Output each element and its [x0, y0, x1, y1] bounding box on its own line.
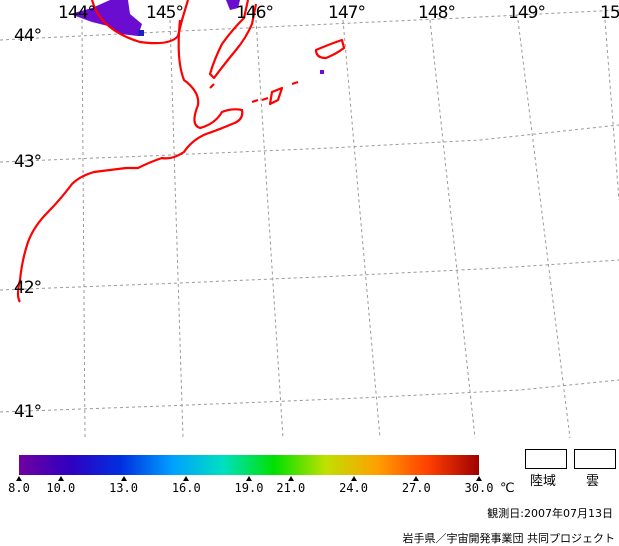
colorbar-tick-mark	[476, 476, 482, 481]
sea-surface-temperature-map	[0, 0, 619, 438]
credit-text: 岩手県／宇宙開発事業団 共同プロジェクト	[402, 532, 616, 545]
colorbar-tick-label: 24.0	[339, 481, 368, 495]
temperature-unit: ℃	[500, 481, 515, 496]
longitude-label-146: 146°	[236, 3, 274, 23]
longitude-label-147: 147°	[328, 3, 366, 23]
colorbar-tick-mark	[183, 476, 190, 481]
colorbar-tick-mark	[16, 476, 22, 481]
colorbar-tick-label: 27.0	[401, 481, 431, 495]
colorbar-tick-mark	[350, 476, 357, 481]
temperature-colorbar	[19, 455, 479, 475]
latitude-gridlines	[0, 9, 619, 413]
colorbar-tick-label: 19.0	[234, 481, 264, 495]
longitude-label-148: 148°	[418, 3, 456, 23]
longitude-label-149: 149°	[508, 3, 546, 23]
low-temperature-patch	[70, 0, 324, 74]
colorbar-tick-mark	[287, 476, 294, 481]
colorbar-tick-label: 13.0	[109, 481, 138, 495]
colorbar-tick-label: 10.0	[46, 481, 76, 495]
cloud-legend-swatch	[574, 449, 616, 469]
colorbar-tick-mark	[120, 476, 127, 481]
colorbar-tick-label: 8.0	[8, 481, 30, 495]
land-legend-label: 陸域	[530, 474, 557, 489]
colorbar-tick-mark	[246, 476, 252, 481]
observation-date: 観測日:2007年07月13日	[487, 507, 613, 520]
colorbar-tick-mark	[57, 476, 64, 481]
latitude-label-44: 44°	[14, 26, 42, 46]
longitude-label-145: 145°	[146, 3, 184, 23]
longitude-label-144: 144°	[58, 3, 96, 23]
coastline	[16, 0, 346, 303]
land-legend-swatch	[525, 449, 567, 469]
cloud-legend-label: 雲	[586, 474, 600, 489]
colorbar-tick-label: 30.0	[464, 481, 494, 495]
latitude-label-43: 43°	[14, 152, 42, 172]
colorbar-tick-label: 21.0	[276, 481, 306, 495]
longitude-label-150: 15	[600, 3, 619, 23]
longitude-gridlines	[81, 19, 619, 438]
latitude-label-41: 41°	[14, 402, 42, 422]
colorbar-tick-mark	[413, 476, 420, 481]
latitude-label-42: 42°	[14, 278, 42, 298]
colorbar-tick-label: 16.0	[171, 481, 201, 495]
